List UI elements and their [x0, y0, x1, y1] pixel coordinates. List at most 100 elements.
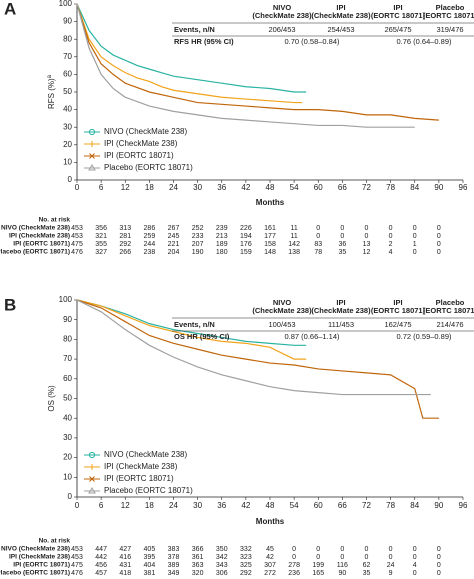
- risk-count: 453: [71, 225, 83, 232]
- risk-count: 453: [71, 554, 83, 561]
- x-tick-label: 0: [75, 183, 80, 192]
- risk-count: 4: [413, 562, 417, 569]
- risk-count: 236: [288, 570, 300, 577]
- table-header: (EORTC 18071): [371, 11, 426, 20]
- table-header: Placebo: [436, 3, 465, 12]
- risk-count: 0: [413, 570, 417, 577]
- risk-count: 442: [95, 554, 107, 561]
- table-cell: 0.76 (0.64–0.89): [396, 37, 452, 46]
- risk-count: 431: [119, 562, 131, 569]
- x-tick-label: 78: [386, 183, 395, 192]
- risk-count: 11: [290, 233, 297, 240]
- x-tick-label: 84: [410, 501, 419, 510]
- risk-count: 42: [266, 554, 274, 561]
- risk-count: 267: [168, 225, 180, 232]
- risk-count: 78: [314, 249, 322, 256]
- risk-count: 0: [437, 562, 441, 569]
- x-tick-label: 6: [99, 501, 104, 510]
- risk-count: 355: [95, 241, 107, 248]
- risk-count: 1: [413, 241, 417, 248]
- legend-marker: [88, 128, 96, 136]
- risk-row-label: IPI (CheckMate 238): [9, 554, 70, 561]
- table-header: IPI: [393, 3, 402, 12]
- legend-label: NIVO (CheckMate 238): [104, 450, 187, 459]
- survival-curve: [76, 3, 439, 121]
- risk-count: 142: [288, 241, 300, 248]
- legend-label: NIVO (CheckMate 238): [104, 127, 187, 136]
- risk-count: 378: [168, 554, 180, 561]
- risk-count: 0: [413, 554, 417, 561]
- x-tick-label: 96: [459, 501, 468, 510]
- x-tick-label: 42: [241, 183, 250, 192]
- risk-count: 244: [144, 241, 156, 248]
- x-tick-label: 60: [314, 183, 323, 192]
- x-tick-label: 66: [338, 501, 347, 510]
- risk-count: 453: [71, 233, 83, 240]
- x-tick-label: 54: [290, 183, 299, 192]
- risk-count: 161: [264, 225, 276, 232]
- y-tick-label: 100: [59, 0, 73, 8]
- survival-curve: [76, 299, 431, 396]
- risk-count: 213: [216, 233, 228, 240]
- risk-count: 62: [363, 562, 371, 569]
- risk-count: 0: [316, 225, 320, 232]
- table-header: IPI: [336, 298, 345, 307]
- risk-count: 0: [365, 546, 369, 553]
- y-tick-label: 90: [63, 315, 72, 324]
- survival-curve: [76, 3, 303, 104]
- panel-letter: A: [4, 0, 16, 18]
- risk-count: 457: [95, 570, 107, 577]
- risk-count: 180: [216, 249, 228, 256]
- table-cell: 111/453: [328, 320, 354, 329]
- table-cell: 206/453: [268, 25, 295, 34]
- legend-label: IPI (CheckMate 238): [104, 139, 178, 148]
- table-row-label: Events, n/N: [174, 25, 215, 34]
- table-header: (CheckMate 238): [252, 11, 312, 20]
- risk-count: 199: [312, 562, 324, 569]
- risk-count: 0: [437, 570, 441, 577]
- x-tick-label: 0: [75, 501, 80, 510]
- y-tick-label: 10: [63, 158, 72, 167]
- x-tick-label: 48: [266, 183, 275, 192]
- y-tick-label: 80: [63, 335, 72, 344]
- y-tick-label: 0: [68, 175, 73, 184]
- risk-count: 2: [389, 241, 393, 248]
- risk-count: 233: [192, 233, 204, 240]
- risk-count: 116: [337, 562, 348, 569]
- risk-count: 0: [389, 225, 393, 232]
- panel-letter: B: [4, 295, 16, 314]
- y-axis-note: a: [47, 74, 53, 78]
- risk-count: 0: [340, 225, 344, 232]
- risk-count: 475: [71, 241, 83, 248]
- risk-count: 9: [389, 570, 393, 577]
- risk-count: 418: [119, 570, 131, 577]
- risk-count: 0: [389, 554, 393, 561]
- risk-row-label: Placebo (EORTC 18071): [0, 249, 70, 256]
- risk-title: No. at risk: [39, 538, 71, 545]
- legend-marker: [88, 451, 96, 459]
- risk-count: 389: [168, 562, 180, 569]
- risk-count: 13: [363, 241, 371, 248]
- risk-count: 416: [119, 554, 131, 561]
- risk-count: 138: [288, 249, 300, 256]
- x-tick-label: 66: [338, 183, 347, 192]
- risk-count: 0: [292, 554, 296, 561]
- table-row-label: RFS HR (95% CI): [174, 37, 234, 46]
- risk-count: 0: [437, 233, 441, 240]
- table-header: (EORTC 18071): [423, 11, 474, 20]
- risk-count: 381: [144, 570, 156, 577]
- risk-count: 207: [192, 241, 204, 248]
- y-tick-label: 90: [63, 17, 72, 26]
- risk-count: 194: [240, 233, 252, 240]
- risk-count: 0: [413, 225, 417, 232]
- risk-title: No. at risk: [39, 217, 71, 224]
- risk-count: 325: [240, 562, 252, 569]
- x-tick-label: 78: [386, 501, 395, 510]
- y-tick-label: 70: [63, 354, 72, 363]
- y-axis-title-text: RFS (%): [47, 78, 56, 109]
- risk-row-label: IPI (CheckMate 238): [9, 233, 70, 240]
- x-tick-label: 18: [145, 183, 154, 192]
- x-tick-label: 84: [410, 183, 419, 192]
- risk-count: 177: [264, 233, 276, 240]
- x-tick-label: 18: [145, 501, 154, 510]
